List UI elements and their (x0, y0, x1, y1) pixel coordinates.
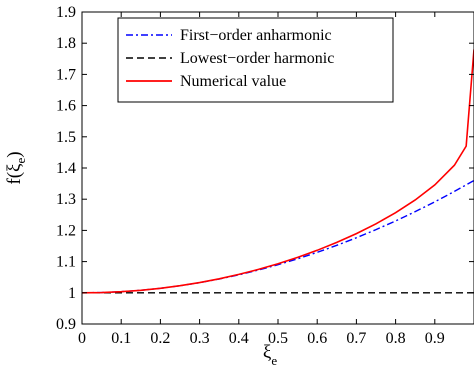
legend-label-0: First−order anharmonic (180, 27, 332, 44)
x-axis-title-sub: e (271, 353, 277, 368)
y-tick-label: 1.3 (56, 191, 76, 208)
series-layer (81, 49, 474, 294)
legend-label-2: Numerical value (180, 73, 286, 90)
ticks-layer: 0 0.1 0.2 0.3 0.4 0.5 0.6 0.7 0.8 0.9 0.9 1 1.1 1.2 1.… (56, 4, 474, 347)
y-tick-label: 1.2 (56, 222, 76, 239)
y-tick-label: 1.6 (56, 98, 76, 115)
x-tick-label: 0.5 (268, 330, 288, 347)
y-axis-title-main: f(ξ (4, 163, 25, 185)
x-tick-label: 0.6 (307, 330, 327, 347)
x-tick-label: 0.3 (190, 330, 210, 347)
x-tick-label: 0 (78, 330, 86, 347)
x-tick-label: 0.8 (386, 330, 406, 347)
x-tick-label: 0.4 (229, 330, 249, 347)
y-tick-label: 1 (68, 285, 76, 302)
y-tick-label: 1.1 (56, 254, 76, 271)
x-tick-label: 0.9 (425, 330, 445, 347)
legend: First−order anharmonic Lowest−order harmo… (117, 17, 394, 103)
y-tick-label: 1.7 (56, 66, 76, 83)
y-tick-label: 1.9 (56, 4, 76, 21)
y-axis-title: f(ξe) (4, 151, 28, 184)
x-axis-title-main: ξ (263, 342, 272, 363)
x-axis-title: ξe (263, 342, 277, 368)
y-tick-label: 0.9 (56, 316, 76, 333)
y-tick-label: 1.5 (56, 129, 76, 146)
y-tick-label: 1.4 (56, 160, 76, 177)
x-tick-label: 0.2 (150, 330, 170, 347)
series-line-2 (81, 49, 474, 294)
x-tick-label: 0.1 (111, 330, 131, 347)
legend-box (117, 17, 394, 103)
y-tick-label: 1.8 (56, 35, 76, 52)
y-axis-title-close: ) (4, 151, 25, 157)
y-axis-title-sub: e (13, 157, 28, 163)
series-line-0 (81, 179, 474, 294)
x-tick-label: 0.7 (346, 330, 366, 347)
legend-label-1: Lowest−order harmonic (180, 50, 334, 67)
